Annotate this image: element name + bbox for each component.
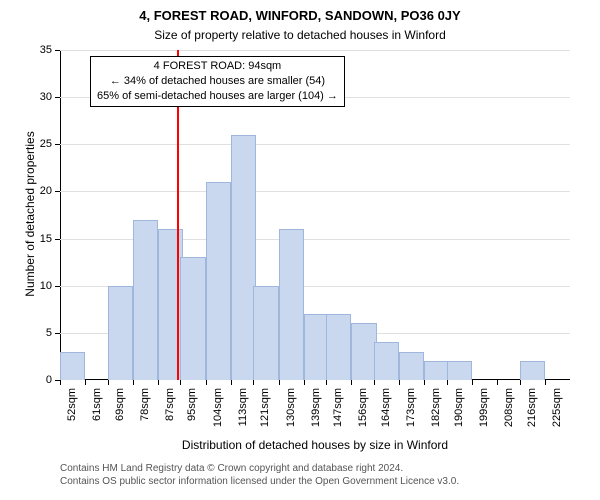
xtick-mark bbox=[279, 380, 280, 385]
histogram-bar bbox=[374, 342, 399, 380]
xtick-label: 130sqm bbox=[285, 388, 297, 438]
gridline bbox=[60, 50, 570, 51]
histogram-bar bbox=[231, 135, 256, 380]
ytick-mark bbox=[55, 50, 60, 51]
xtick-mark bbox=[133, 380, 134, 385]
xtick-mark bbox=[497, 380, 498, 385]
xtick-label: 52sqm bbox=[66, 388, 78, 438]
xtick-mark bbox=[180, 380, 181, 385]
ytick-label: 5 bbox=[32, 327, 52, 339]
ytick-label: 15 bbox=[32, 233, 52, 245]
ytick-mark bbox=[55, 144, 60, 145]
xtick-label: 182sqm bbox=[430, 388, 442, 438]
page-subtitle: Size of property relative to detached ho… bbox=[0, 28, 600, 42]
annotation-line: ← 34% of detached houses are smaller (54… bbox=[97, 74, 338, 89]
xtick-label: 156sqm bbox=[357, 388, 369, 438]
xtick-mark bbox=[206, 380, 207, 385]
histogram-bar bbox=[180, 257, 205, 380]
annotation-line: 65% of semi-detached houses are larger (… bbox=[97, 89, 338, 104]
histogram-bar bbox=[279, 229, 304, 380]
xtick-mark bbox=[304, 380, 305, 385]
xtick-label: 95sqm bbox=[186, 388, 198, 438]
histogram-bar bbox=[304, 314, 329, 380]
xtick-label: 61sqm bbox=[91, 388, 103, 438]
ytick-mark bbox=[55, 97, 60, 98]
gridline bbox=[60, 144, 570, 145]
xtick-mark bbox=[472, 380, 473, 385]
xtick-label: 164sqm bbox=[380, 388, 392, 438]
ytick-mark bbox=[55, 333, 60, 334]
gridline bbox=[60, 191, 570, 192]
xtick-mark bbox=[447, 380, 448, 385]
xtick-label: 173sqm bbox=[405, 388, 417, 438]
xtick-label: 139sqm bbox=[310, 388, 322, 438]
page-title: 4, FOREST ROAD, WINFORD, SANDOWN, PO36 0… bbox=[0, 8, 600, 23]
xtick-mark bbox=[108, 380, 109, 385]
xtick-mark bbox=[60, 380, 61, 385]
xtick-mark bbox=[520, 380, 521, 385]
histogram-bar bbox=[206, 182, 231, 380]
xtick-mark bbox=[399, 380, 400, 385]
xtick-mark bbox=[85, 380, 86, 385]
annotation-box: 4 FOREST ROAD: 94sqm ← 34% of detached h… bbox=[90, 56, 345, 107]
xtick-mark bbox=[158, 380, 159, 385]
ytick-label: 25 bbox=[32, 138, 52, 150]
xtick-label: 121sqm bbox=[259, 388, 271, 438]
histogram-bar bbox=[133, 220, 158, 380]
xtick-mark bbox=[351, 380, 352, 385]
histogram-bar bbox=[424, 361, 449, 380]
xtick-label: 199sqm bbox=[478, 388, 490, 438]
histogram-bar bbox=[158, 229, 183, 380]
histogram-bar bbox=[108, 286, 133, 380]
xtick-label: 87sqm bbox=[164, 388, 176, 438]
footer: Contains HM Land Registry data © Crown c… bbox=[60, 462, 459, 488]
xtick-mark bbox=[545, 380, 546, 385]
histogram-bar bbox=[447, 361, 472, 380]
histogram-bar bbox=[253, 286, 278, 380]
x-axis-title: Distribution of detached houses by size … bbox=[60, 438, 570, 452]
ytick-mark bbox=[55, 191, 60, 192]
xtick-label: 147sqm bbox=[332, 388, 344, 438]
xtick-label: 216sqm bbox=[526, 388, 538, 438]
xtick-label: 69sqm bbox=[114, 388, 126, 438]
ytick-label: 30 bbox=[32, 91, 52, 103]
xtick-label: 225sqm bbox=[551, 388, 563, 438]
ytick-label: 20 bbox=[32, 185, 52, 197]
ytick-label: 0 bbox=[32, 374, 52, 386]
histogram-bar bbox=[520, 361, 545, 380]
annotation-line: 4 FOREST ROAD: 94sqm bbox=[97, 59, 338, 74]
histogram-bar bbox=[326, 314, 351, 380]
footer-line: Contains HM Land Registry data © Crown c… bbox=[60, 462, 459, 475]
xtick-label: 208sqm bbox=[503, 388, 515, 438]
xtick-mark bbox=[424, 380, 425, 385]
histogram-bar bbox=[399, 352, 424, 380]
xtick-label: 190sqm bbox=[453, 388, 465, 438]
xtick-mark bbox=[253, 380, 254, 385]
xtick-mark bbox=[374, 380, 375, 385]
xtick-label: 113sqm bbox=[237, 388, 249, 438]
histogram-bar bbox=[60, 352, 85, 380]
y-axis-line bbox=[60, 50, 61, 380]
xtick-label: 104sqm bbox=[212, 388, 224, 438]
ytick-label: 35 bbox=[32, 44, 52, 56]
xtick-mark bbox=[326, 380, 327, 385]
footer-line: Contains OS public sector information li… bbox=[60, 475, 459, 488]
ytick-mark bbox=[55, 239, 60, 240]
ytick-label: 10 bbox=[32, 280, 52, 292]
ytick-mark bbox=[55, 286, 60, 287]
xtick-mark bbox=[231, 380, 232, 385]
histogram-bar bbox=[351, 323, 376, 380]
xtick-label: 78sqm bbox=[139, 388, 151, 438]
